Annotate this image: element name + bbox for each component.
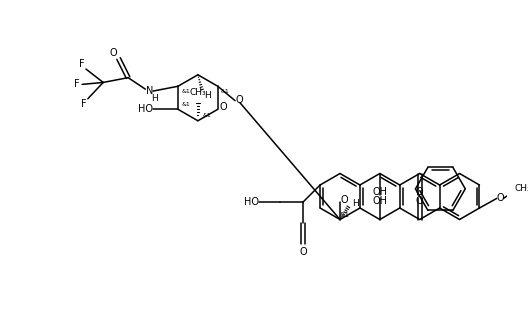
Text: HO: HO bbox=[138, 104, 153, 114]
Text: F: F bbox=[79, 59, 85, 69]
Text: N: N bbox=[146, 86, 153, 96]
Text: O: O bbox=[299, 247, 307, 257]
Text: &1: &1 bbox=[181, 102, 190, 107]
Text: OH: OH bbox=[372, 187, 388, 197]
Text: F: F bbox=[73, 79, 79, 89]
Text: O: O bbox=[416, 196, 423, 206]
Text: OH: OH bbox=[372, 196, 388, 206]
Text: O: O bbox=[341, 195, 348, 205]
Text: O: O bbox=[220, 102, 228, 112]
Text: CH₃: CH₃ bbox=[514, 184, 528, 193]
Text: H: H bbox=[204, 91, 211, 100]
Text: O: O bbox=[497, 193, 504, 203]
Text: H: H bbox=[352, 199, 359, 208]
Text: &1: &1 bbox=[203, 113, 212, 119]
Text: O: O bbox=[416, 187, 423, 197]
Text: HO: HO bbox=[243, 197, 259, 207]
Text: CH₃: CH₃ bbox=[190, 88, 206, 98]
Text: &1: &1 bbox=[181, 88, 190, 94]
Text: H: H bbox=[152, 94, 158, 103]
Text: &1: &1 bbox=[221, 88, 230, 94]
Text: O: O bbox=[110, 48, 118, 58]
Text: &1: &1 bbox=[340, 212, 350, 218]
Text: O: O bbox=[235, 95, 243, 105]
Text: F: F bbox=[81, 98, 87, 109]
